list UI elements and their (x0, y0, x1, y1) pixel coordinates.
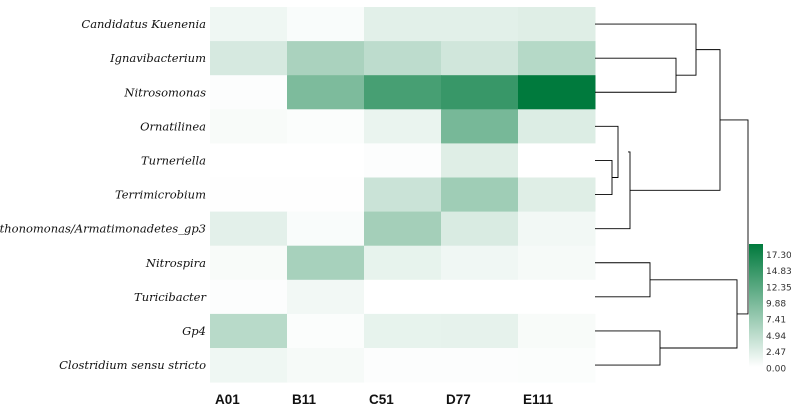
cell-ignavibacterium-c51 (364, 41, 442, 76)
row-label-turneriella: Turneriella (141, 153, 206, 167)
row-label-gp4: Gp4 (182, 324, 206, 338)
heatmap-cells (210, 7, 596, 383)
row-label-ornatilinea: Ornatilinea (140, 119, 206, 133)
cell-chthonomonas-armatimonadetes-gp3-d77 (441, 211, 519, 247)
cell-chthonomonas-armatimonadetes-gp3-b11 (287, 211, 365, 247)
cell-nitrospira-a01 (210, 245, 288, 281)
legend-tick-label: 14.83 (766, 267, 791, 277)
cell-nitrosomonas-e111 (518, 75, 596, 110)
cell-clostridium-sensu-stricto-e111 (518, 348, 596, 383)
dendro-link-lower-merge (650, 279, 738, 349)
cell-gp4-c51 (364, 313, 442, 349)
cell-clostridium-sensu-stricto-a01 (210, 348, 288, 383)
cell-candidatus-kuenenia-a01 (210, 7, 288, 42)
row-label-clostridium-sensu-stricto: Clostridium sensu stricto (59, 358, 206, 372)
cell-turneriella-a01 (210, 143, 288, 178)
cell-clostridium-sensu-stricto-d77 (441, 348, 519, 383)
cell-ignavibacterium-e111 (518, 41, 596, 76)
legend-tick-label: 17.30 (766, 251, 791, 261)
cell-ornatilinea-e111 (518, 109, 596, 144)
cell-turicibacter-c51 (364, 279, 442, 315)
cell-turneriella-c51 (364, 143, 442, 178)
row-label-ignavibacterium: Ignavibacterium (109, 51, 206, 65)
cell-terrimicrobium-b11 (287, 177, 365, 213)
cell-chthonomonas-armatimonadetes-gp3-e111 (518, 211, 596, 247)
cell-ornatilinea-b11 (287, 109, 365, 144)
cell-ornatilinea-d77 (441, 109, 519, 144)
dendro-link-gp4-clostridium (595, 330, 661, 366)
cell-clostridium-sensu-stricto-b11 (287, 348, 365, 383)
cell-candidatus-kuenenia-c51 (364, 7, 442, 42)
cell-nitrosomonas-b11 (287, 75, 365, 110)
legend-tick-label: 0.00 (766, 364, 786, 374)
cell-candidatus-kuenenia-e111 (518, 7, 596, 42)
dendro-link-root (720, 119, 749, 315)
cell-ornatilinea-c51 (364, 109, 442, 144)
cell-turneriella-d77 (441, 143, 519, 178)
legend-color-bar (749, 244, 763, 367)
row-label-candidatus-kuenenia: Candidatus Kuenenia (81, 17, 206, 31)
row-label-chthonomonas-armatimonadetes-gp3: Chthonomonas/Armatimonadetes_gp3 (0, 222, 206, 236)
row-label-turicibacter: Turicibacter (134, 290, 207, 304)
cell-nitrospira-c51 (364, 245, 442, 281)
cell-terrimicrobium-c51 (364, 177, 442, 213)
cell-candidatus-kuenenia-b11 (287, 7, 365, 42)
cell-ignavibacterium-d77 (441, 41, 519, 76)
legend-tick-label: 2.47 (766, 348, 786, 358)
cell-nitrosomonas-d77 (441, 75, 519, 110)
legend-tick-label: 4.94 (766, 332, 786, 342)
cell-turicibacter-e111 (518, 279, 596, 315)
cell-nitrosomonas-c51 (364, 75, 442, 110)
cell-clostridium-sensu-stricto-c51 (364, 348, 442, 383)
dendro-link-chthonomonas (595, 151, 631, 230)
cell-ornatilinea-a01 (210, 109, 288, 144)
color-legend: 17.30 14.83 12.35 9.88 7.41 4.94 2.47 0.00 (749, 244, 791, 374)
cell-terrimicrobium-e111 (518, 177, 596, 213)
cell-chthonomonas-armatimonadetes-gp3-a01 (210, 211, 288, 247)
column-label-b11: B11 (292, 392, 317, 407)
cell-turneriella-e111 (518, 143, 596, 178)
cell-ignavibacterium-a01 (210, 41, 288, 76)
row-label-terrimicrobium: Terrimicrobium (115, 188, 206, 202)
cell-gp4-b11 (287, 313, 365, 349)
row-label-nitrosomonas: Nitrosomonas (123, 85, 206, 99)
cell-nitrospira-d77 (441, 245, 519, 281)
dendro-link-nitrospira-turicibacter (595, 262, 651, 298)
row-label-nitrospira: Nitrospira (145, 256, 206, 270)
dendro-link-turneriella-terrimicrobium (595, 160, 613, 195)
column-label-e111: E111 (523, 392, 554, 407)
cell-gp4-e111 (518, 313, 596, 349)
dendro-link-ornatilinea (595, 125, 619, 178)
cell-nitrosomonas-a01 (210, 75, 288, 110)
column-label-d77: D77 (446, 392, 471, 407)
cell-candidatus-kuenenia-d77 (441, 7, 519, 42)
cell-nitrospira-e111 (518, 245, 596, 281)
cell-turicibacter-a01 (210, 279, 288, 315)
cell-gp4-d77 (441, 313, 519, 349)
row-dendrogram (595, 23, 749, 366)
cell-chthonomonas-armatimonadetes-gp3-c51 (364, 211, 442, 247)
cell-nitrospira-b11 (287, 245, 365, 281)
dendro-link-upper-merge (630, 49, 721, 191)
legend-tick-label: 9.88 (766, 300, 786, 310)
cell-turicibacter-b11 (287, 279, 365, 315)
cell-gp4-a01 (210, 313, 288, 349)
column-label-a01: A01 (215, 392, 240, 407)
legend-tick-label: 7.41 (766, 316, 786, 326)
cell-ignavibacterium-b11 (287, 41, 365, 76)
dendro-link-ignavibacterium-nitrosomonas (595, 57, 677, 93)
cell-turneriella-b11 (287, 143, 365, 178)
row-labels: Candidatus Kuenenia Ignavibacterium Nitros… (0, 17, 207, 372)
dendro-link-cluster-top (595, 23, 697, 76)
cell-terrimicrobium-a01 (210, 177, 288, 213)
legend-tick-label: 12.35 (766, 283, 791, 293)
column-labels: A01 B11 C51 D77 E111 (215, 392, 554, 407)
column-label-c51: C51 (369, 392, 394, 407)
cell-terrimicrobium-d77 (441, 177, 519, 213)
cell-turicibacter-d77 (441, 279, 519, 315)
